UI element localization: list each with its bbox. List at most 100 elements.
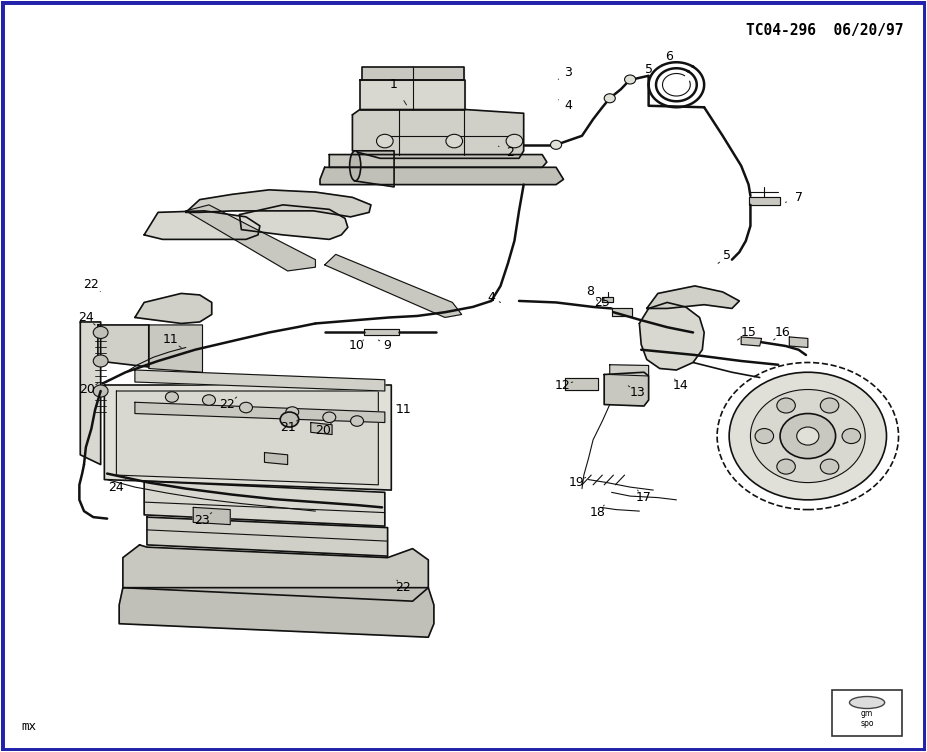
Text: 4: 4 xyxy=(488,291,495,304)
Polygon shape xyxy=(565,378,598,390)
Text: 1: 1 xyxy=(390,78,398,91)
Polygon shape xyxy=(311,423,332,435)
Text: 22: 22 xyxy=(220,398,235,411)
Text: 21: 21 xyxy=(280,420,296,434)
Polygon shape xyxy=(185,190,371,217)
Polygon shape xyxy=(149,325,202,372)
Polygon shape xyxy=(320,168,564,184)
Text: 15: 15 xyxy=(741,326,756,339)
Polygon shape xyxy=(603,297,614,302)
Polygon shape xyxy=(360,80,465,110)
Circle shape xyxy=(94,355,108,367)
Text: 12: 12 xyxy=(554,379,570,393)
Polygon shape xyxy=(117,391,378,485)
Polygon shape xyxy=(647,286,740,308)
Polygon shape xyxy=(610,365,649,376)
Polygon shape xyxy=(135,402,385,423)
Circle shape xyxy=(796,427,819,445)
Polygon shape xyxy=(145,211,260,239)
Polygon shape xyxy=(135,370,385,391)
Text: 3: 3 xyxy=(565,65,572,78)
Text: 8: 8 xyxy=(586,286,594,299)
Circle shape xyxy=(780,414,835,459)
Text: 22: 22 xyxy=(83,278,99,291)
Circle shape xyxy=(730,372,886,500)
Text: 20: 20 xyxy=(79,383,95,396)
Polygon shape xyxy=(749,197,780,205)
Text: 4: 4 xyxy=(565,99,572,112)
Circle shape xyxy=(350,416,363,426)
Polygon shape xyxy=(147,517,387,556)
Polygon shape xyxy=(185,205,315,271)
Polygon shape xyxy=(193,508,230,525)
Circle shape xyxy=(202,395,215,405)
Text: gm
spo: gm spo xyxy=(860,708,874,728)
Circle shape xyxy=(777,398,795,413)
Circle shape xyxy=(604,94,616,103)
Polygon shape xyxy=(640,302,705,370)
Polygon shape xyxy=(604,372,649,406)
Polygon shape xyxy=(324,254,462,317)
Circle shape xyxy=(751,390,865,483)
Circle shape xyxy=(506,135,523,148)
Polygon shape xyxy=(789,337,807,347)
Polygon shape xyxy=(264,453,287,465)
Circle shape xyxy=(165,392,178,402)
Circle shape xyxy=(820,398,839,413)
Polygon shape xyxy=(98,325,149,367)
Text: 5: 5 xyxy=(723,250,731,262)
Circle shape xyxy=(376,135,393,148)
Text: 24: 24 xyxy=(78,311,94,324)
Circle shape xyxy=(446,135,463,148)
Circle shape xyxy=(625,75,636,84)
Text: 25: 25 xyxy=(594,296,610,309)
Text: mx: mx xyxy=(21,720,36,732)
Text: 2: 2 xyxy=(506,146,514,159)
Circle shape xyxy=(842,429,860,444)
Polygon shape xyxy=(135,293,211,323)
Polygon shape xyxy=(120,587,434,637)
Polygon shape xyxy=(123,545,428,601)
Text: 13: 13 xyxy=(629,386,645,399)
Circle shape xyxy=(239,402,252,413)
Text: 17: 17 xyxy=(636,491,652,504)
Text: 11: 11 xyxy=(162,333,178,347)
FancyBboxPatch shape xyxy=(832,690,902,736)
Text: 23: 23 xyxy=(195,514,210,526)
Polygon shape xyxy=(352,110,524,159)
Polygon shape xyxy=(612,308,632,316)
Text: 9: 9 xyxy=(384,339,391,353)
Text: 19: 19 xyxy=(568,476,584,489)
Circle shape xyxy=(280,412,298,427)
Text: 22: 22 xyxy=(396,581,412,594)
Polygon shape xyxy=(105,385,391,490)
Circle shape xyxy=(323,412,336,423)
Circle shape xyxy=(820,459,839,474)
Polygon shape xyxy=(742,337,762,346)
Circle shape xyxy=(551,141,562,150)
Circle shape xyxy=(94,385,108,397)
Text: 5: 5 xyxy=(644,63,653,76)
Circle shape xyxy=(94,326,108,338)
Polygon shape xyxy=(354,151,394,186)
Circle shape xyxy=(777,459,795,474)
Text: 7: 7 xyxy=(794,191,803,204)
Text: 18: 18 xyxy=(590,506,605,519)
Text: 20: 20 xyxy=(315,423,331,437)
Circle shape xyxy=(286,407,298,417)
Text: TC04-296  06/20/97: TC04-296 06/20/97 xyxy=(745,23,903,38)
Ellipse shape xyxy=(349,151,361,180)
Text: 11: 11 xyxy=(396,403,412,417)
Polygon shape xyxy=(329,155,547,168)
Polygon shape xyxy=(81,322,101,465)
Text: 6: 6 xyxy=(665,50,673,63)
Polygon shape xyxy=(363,329,399,335)
Polygon shape xyxy=(145,481,385,526)
Text: 10: 10 xyxy=(349,339,365,353)
Polygon shape xyxy=(362,67,464,80)
Text: 16: 16 xyxy=(775,326,791,339)
Circle shape xyxy=(756,429,773,444)
Text: 24: 24 xyxy=(108,481,124,493)
Ellipse shape xyxy=(849,696,884,708)
Text: 14: 14 xyxy=(673,378,689,392)
